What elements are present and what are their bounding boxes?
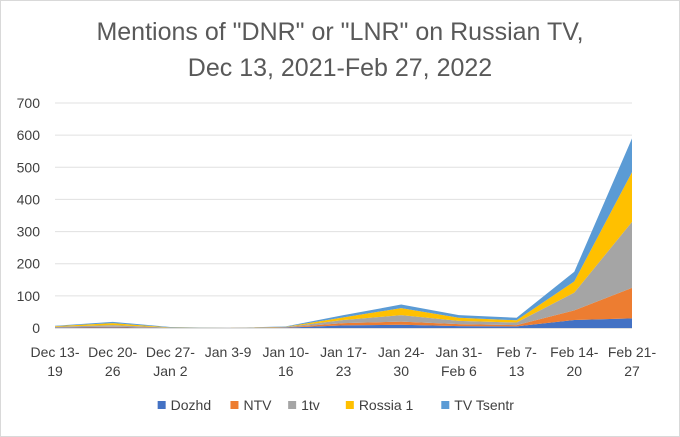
- gridlines: [55, 102, 632, 329]
- chart-title-line-1: Mentions of "DNR" or "LNR" on Russian TV…: [96, 18, 583, 46]
- legend-item-ntv: NTV: [230, 397, 272, 413]
- legend-item-dozhd: Dozhd: [157, 397, 211, 413]
- x-tick-label: Jan 10-16: [262, 344, 309, 379]
- y-tick-label: 200: [17, 256, 41, 272]
- legend-swatch: [288, 401, 297, 409]
- x-tick-label: Jan 3-9: [205, 344, 252, 360]
- y-tick-label: 100: [17, 288, 41, 304]
- legend-label: Dozhd: [171, 397, 211, 413]
- x-tick-label: Feb 21-27: [608, 344, 657, 379]
- legend-swatch: [157, 401, 166, 409]
- x-tick-label: Dec 13-19: [30, 344, 79, 379]
- legend: Dozhd NTV 1tv Rossia 1 TV Tsentr: [157, 397, 514, 413]
- y-axis-ticks: 0 100 200 300 400 500 600 700: [17, 95, 41, 336]
- legend-swatch: [441, 401, 450, 409]
- y-tick-label: 500: [17, 159, 41, 175]
- legend-label: TV Tsentr: [454, 397, 514, 413]
- x-tick-label: Jan 31-Feb 6: [436, 344, 483, 379]
- chart-title-line-2: Dec 13, 2021-Feb 27, 2022: [188, 54, 492, 82]
- chart-title: Mentions of "DNR" or "LNR" on Russian TV…: [96, 18, 583, 82]
- legend-item-tv-tsentr: TV Tsentr: [441, 397, 514, 413]
- area-1tv: [55, 221, 632, 328]
- legend-item-1tv: 1tv: [288, 397, 320, 413]
- legend-label: Rossia 1: [359, 397, 414, 413]
- area-rossia-1: [55, 172, 632, 328]
- x-tick-label: Feb 14-20: [550, 344, 599, 379]
- y-tick-label: 600: [17, 127, 41, 143]
- legend-swatch: [345, 401, 354, 409]
- legend-swatch: [230, 401, 239, 409]
- area-dozhd: [55, 318, 632, 328]
- y-tick-label: 300: [17, 224, 41, 240]
- legend-item-rossia-1: Rossia 1: [345, 397, 414, 413]
- x-tick-label: Jan 24-30: [378, 344, 425, 379]
- area-series: [55, 138, 632, 328]
- legend-label: NTV: [243, 397, 272, 413]
- x-tick-label: Feb 7-13: [496, 344, 537, 379]
- x-axis-ticks: Dec 13-19 Dec 20-26 Dec 27-Jan 2 Jan 3-9 Jan…: [30, 344, 656, 379]
- x-tick-label: Jan 17-23: [320, 344, 367, 379]
- y-tick-label: 700: [17, 95, 41, 111]
- legend-label: 1tv: [301, 397, 320, 413]
- x-tick-label: Dec 20-26: [88, 344, 137, 379]
- y-tick-label: 400: [17, 191, 41, 207]
- x-tick-label: Dec 27-Jan 2: [146, 344, 195, 379]
- y-tick-label: 0: [32, 320, 40, 336]
